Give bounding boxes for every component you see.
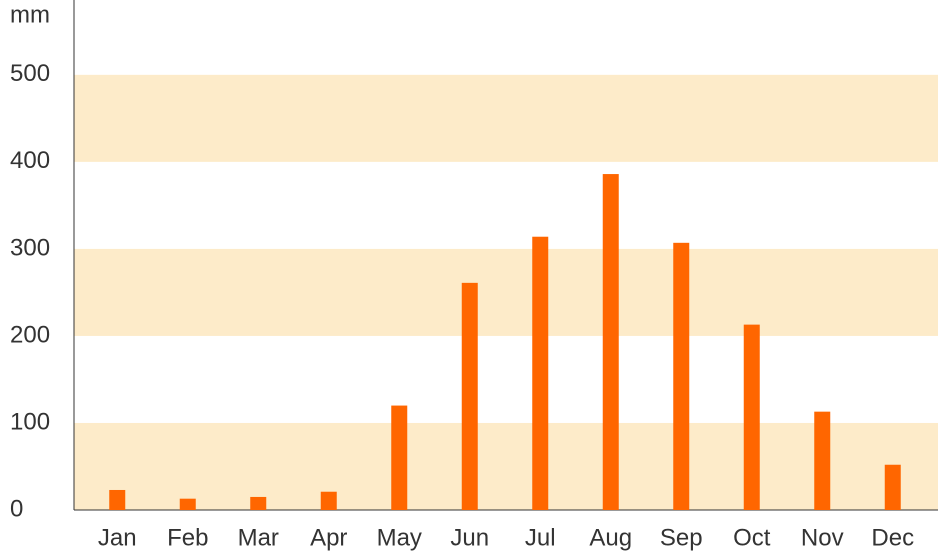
grid-band [74,248,938,336]
x-tick-label: Jul [525,524,556,551]
y-tick-label: 100 [10,408,50,435]
x-tick-label: Jan [98,524,137,551]
x-tick-label: Feb [167,524,208,551]
bar [109,489,126,510]
y-tick-label: 500 [10,60,50,87]
x-tick-label: Jun [450,524,489,551]
x-tick-label: Sep [660,524,703,551]
x-tick-label: Oct [733,524,771,551]
bar [320,491,337,510]
bar [602,174,619,510]
grid-band [74,74,938,162]
bar [179,498,196,510]
y-tick-label: 300 [10,234,50,261]
y-tick-label: 200 [10,321,50,348]
bar [532,236,549,510]
bar [391,405,408,510]
x-tick-label: Dec [871,524,914,551]
grid-band [74,422,938,510]
y-tick-label: 400 [10,147,50,174]
y-tick-label: 0 [10,495,23,522]
x-tick-label: Apr [310,524,347,551]
y-axis-label: mm [10,1,50,28]
bar [461,282,478,510]
x-tick-label: Mar [238,524,279,551]
x-tick-label: May [377,524,422,551]
bar [814,411,831,510]
x-tick-label: Aug [589,524,632,551]
bar [250,496,267,510]
bar [743,324,760,510]
bar [673,242,690,510]
bar [884,464,901,510]
x-tick-label: Nov [801,524,844,551]
